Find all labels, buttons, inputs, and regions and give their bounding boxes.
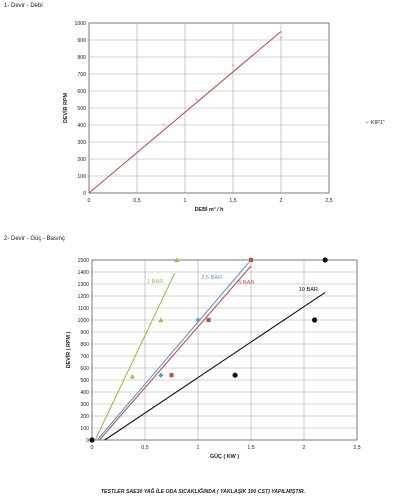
y-axis-label: DEVİR ( RPM ) bbox=[65, 332, 72, 369]
data-point-plus: + bbox=[128, 157, 132, 163]
section-title-2: 2- Devir - Güç - Basınç bbox=[4, 236, 66, 242]
y-tick-label: 600 bbox=[80, 366, 89, 372]
y-tick-label: 100 bbox=[77, 174, 86, 180]
data-point-triangle bbox=[158, 317, 164, 323]
trendline bbox=[104, 291, 326, 441]
data-point-diamond bbox=[158, 372, 164, 378]
y-tick-label: 300 bbox=[80, 402, 89, 408]
data-point-circle bbox=[89, 437, 95, 443]
x-tick-label: 1 bbox=[197, 445, 200, 451]
series-label: 10 BAR bbox=[299, 287, 318, 293]
y-tick-label: 1000 bbox=[74, 21, 86, 27]
data-point-plus: + bbox=[162, 123, 166, 129]
y-tick-label: 200 bbox=[77, 157, 86, 163]
series-label: 5 BAR bbox=[238, 280, 254, 286]
series-label: 2,5 BAR bbox=[201, 275, 222, 281]
y-tick-label: 800 bbox=[80, 342, 89, 348]
x-axis-label: DEBİ m³ / h bbox=[195, 206, 224, 213]
data-point-circle bbox=[232, 372, 238, 378]
x-tick-label: 1,5 bbox=[247, 445, 254, 451]
data-point-triangle bbox=[129, 373, 135, 379]
y-tick-label: 1000 bbox=[77, 318, 89, 324]
plot-area bbox=[88, 22, 330, 194]
y-tick-label: 0 bbox=[83, 191, 86, 197]
x-tick-label: 2,5 bbox=[325, 198, 332, 204]
data-point-plus: + bbox=[231, 63, 235, 69]
x-tick-label: 2,5 bbox=[353, 445, 360, 451]
data-point-circle bbox=[312, 317, 318, 323]
y-tick-label: 300 bbox=[77, 140, 86, 146]
x-tick-label: 1,5 bbox=[229, 198, 236, 204]
series-label: 1 BAR bbox=[147, 279, 163, 285]
y-tick-label: 200 bbox=[80, 414, 89, 420]
data-point-diamond bbox=[195, 317, 201, 323]
data-point-triangle bbox=[174, 257, 180, 263]
y-tick-label: 700 bbox=[80, 354, 89, 360]
footer-note: TESTLER SAE30 YAĞ İLE ODA SICAKLIĞINDA (… bbox=[100, 489, 306, 495]
x-tick-label: 2 bbox=[280, 198, 283, 204]
devir-debi-chart: 0 100 200 300 400 500 600 700 800 900 1000 0 0,5 1 1,5… bbox=[62, 21, 385, 213]
y-tick-label: 900 bbox=[80, 330, 89, 336]
y-tick-label: 1400 bbox=[77, 270, 89, 276]
y-tick-label: 900 bbox=[77, 38, 86, 44]
trendline bbox=[94, 272, 176, 441]
x-tick-label: 1 bbox=[184, 198, 187, 204]
data-point-square bbox=[248, 257, 254, 263]
y-tick-label: 400 bbox=[80, 390, 89, 396]
y-tick-label: 700 bbox=[77, 72, 86, 78]
y-tick-label: 1300 bbox=[77, 282, 89, 288]
x-tick-label: 0 bbox=[88, 198, 91, 204]
y-tick-label: 600 bbox=[77, 89, 86, 95]
y-tick-label: 1200 bbox=[77, 294, 89, 300]
y-tick-label: 1500 bbox=[77, 258, 89, 264]
legend-marker: + bbox=[365, 121, 369, 127]
x-tick-label: 2 bbox=[303, 445, 306, 451]
data-point-plus: + bbox=[279, 36, 283, 42]
data-point-square bbox=[206, 317, 211, 323]
trendline bbox=[88, 31, 282, 194]
trendline bbox=[99, 265, 252, 441]
data-point-circle bbox=[322, 257, 328, 263]
plot-area bbox=[91, 259, 358, 441]
section-title-1: 1- Devir - Debi bbox=[4, 3, 43, 9]
trendline bbox=[96, 262, 250, 441]
legend-label: KIP1" bbox=[371, 120, 385, 126]
y-tick-label: 500 bbox=[77, 106, 86, 112]
x-axis-label: GÜÇ ( KW ) bbox=[210, 453, 239, 460]
y-tick-label: 1100 bbox=[78, 306, 89, 312]
y-axis-label: DEVİR RPM bbox=[62, 93, 69, 123]
y-tick-label: 800 bbox=[77, 55, 86, 61]
y-tick-label: 0 bbox=[86, 438, 89, 444]
y-tick-label: 100 bbox=[80, 426, 89, 432]
x-tick-label: 0,5 bbox=[133, 198, 140, 204]
x-tick-label: 0 bbox=[91, 445, 94, 451]
y-tick-label: 500 bbox=[80, 378, 89, 384]
data-point-plus: + bbox=[195, 98, 199, 104]
data-point-square bbox=[169, 373, 174, 378]
y-tick-label: 400 bbox=[77, 123, 86, 129]
x-tick-label: 0,5 bbox=[141, 445, 148, 451]
